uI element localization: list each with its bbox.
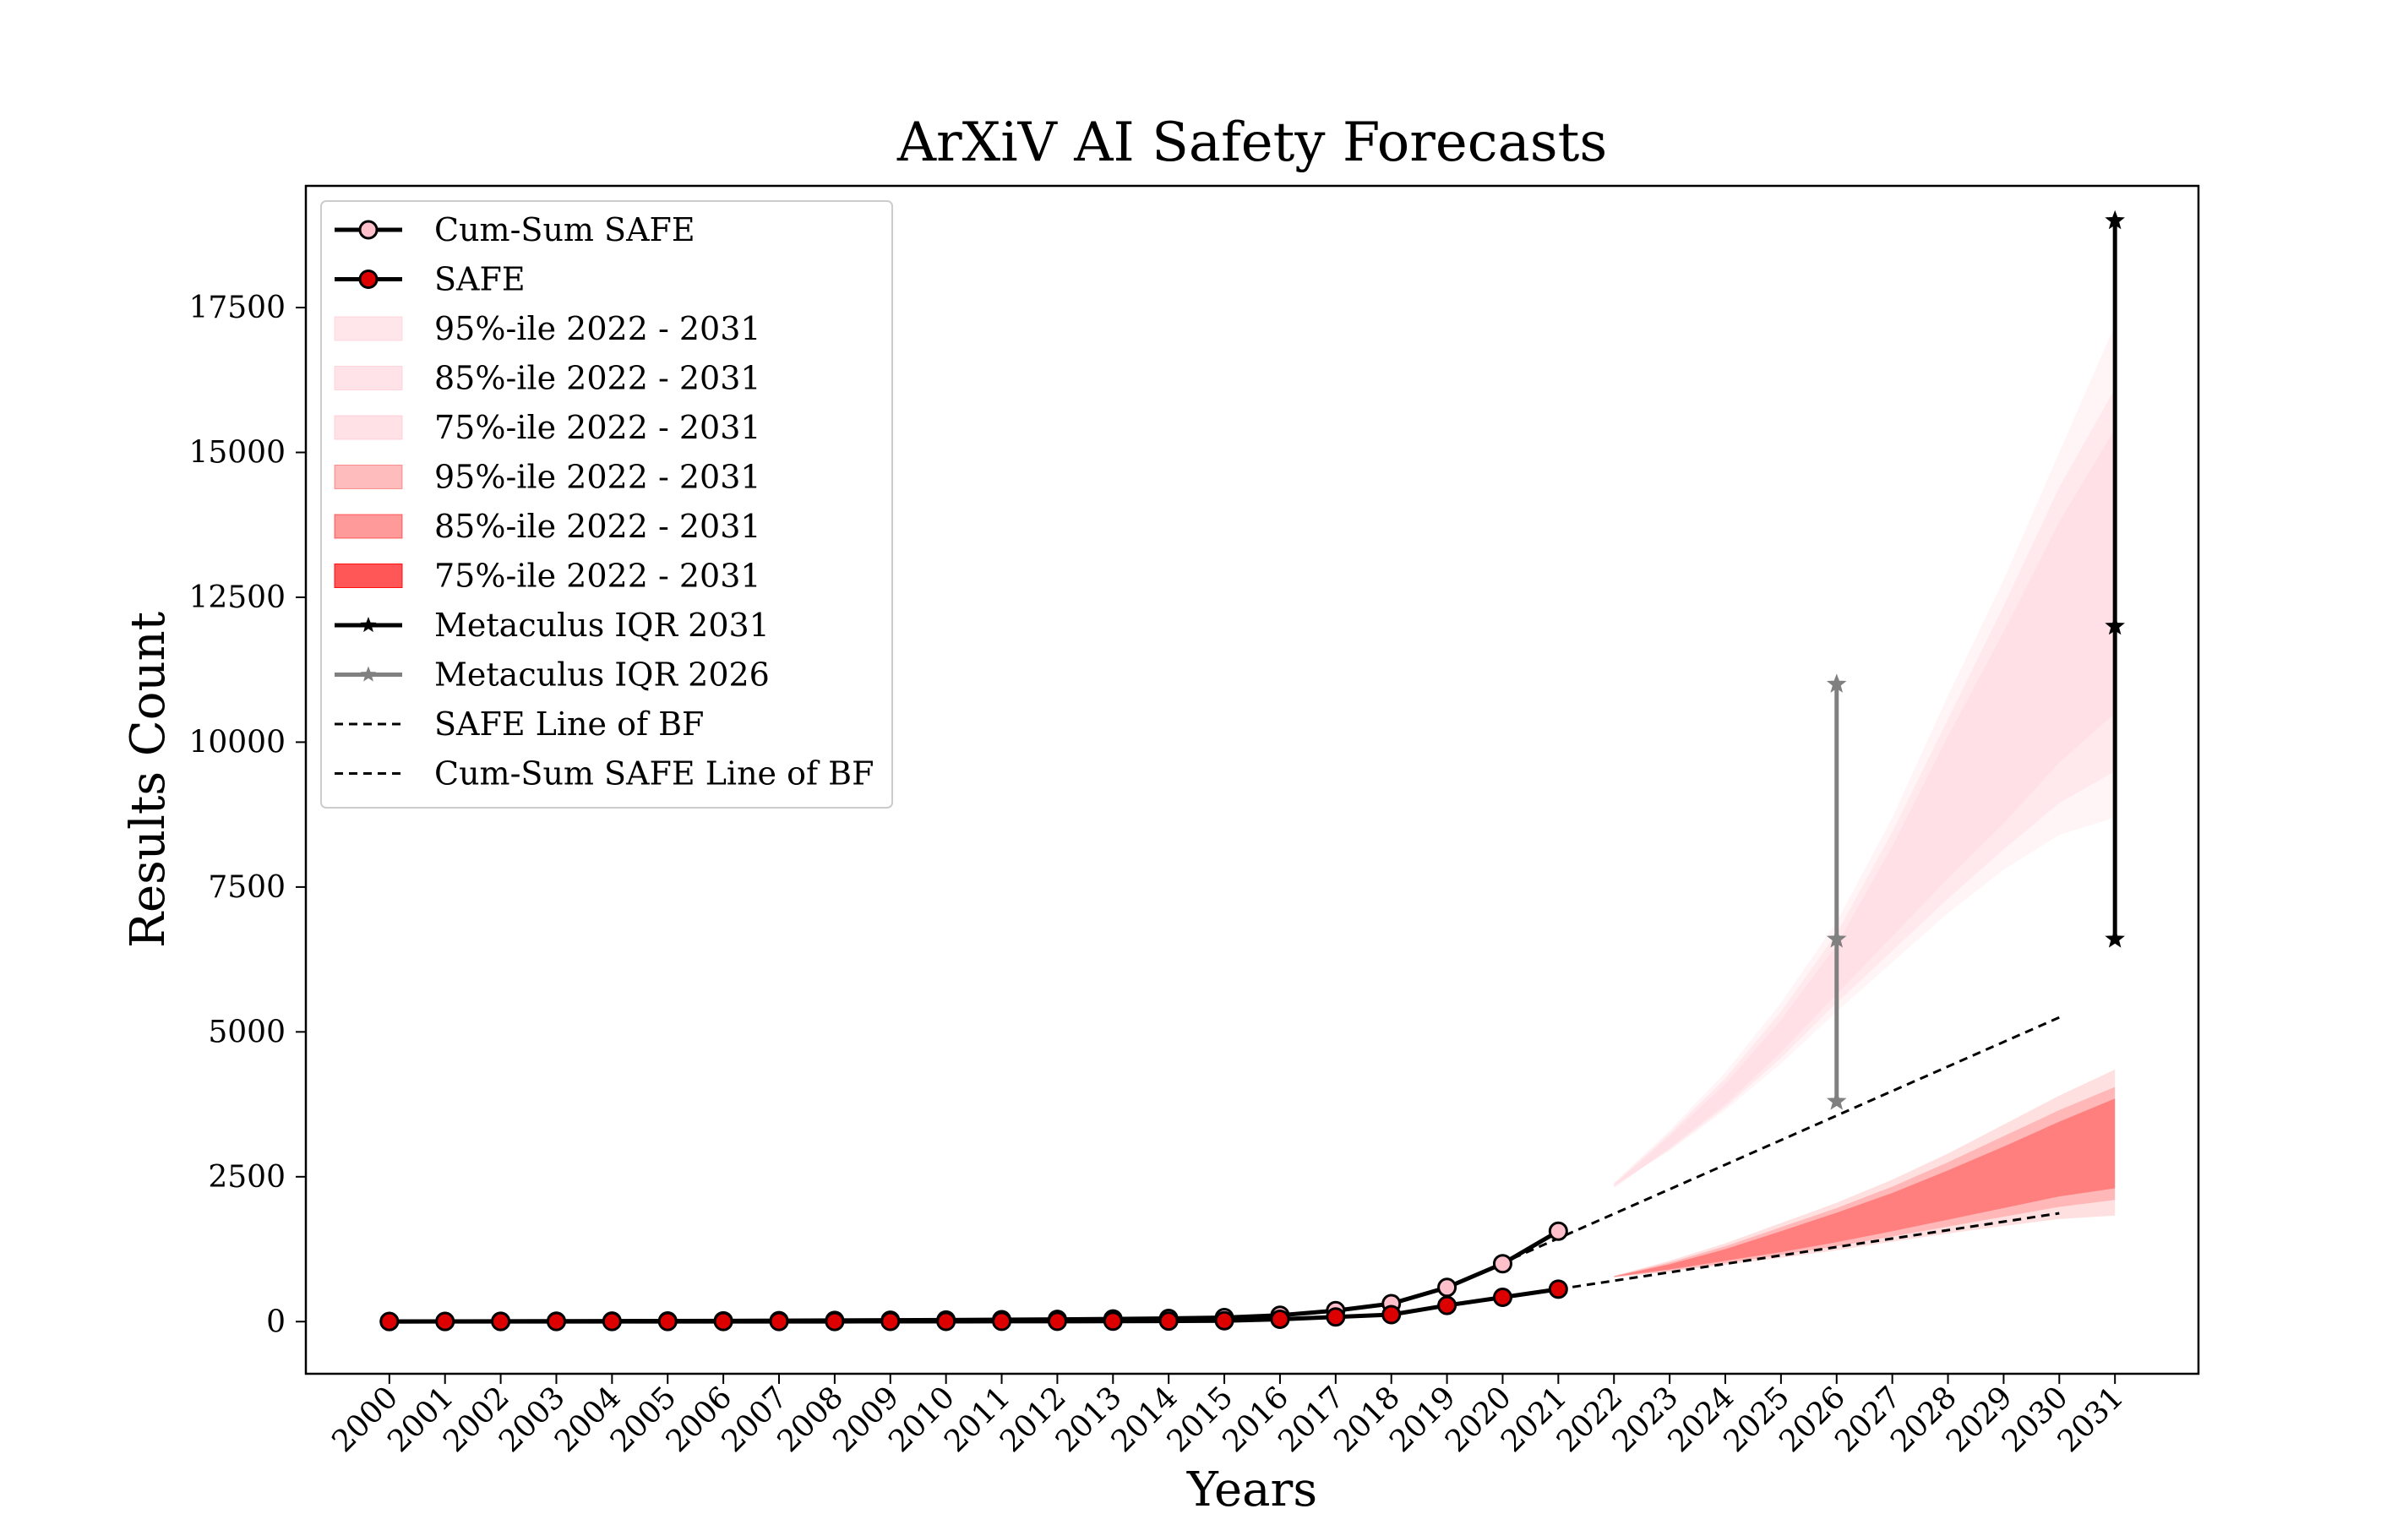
point-cum-sum-safe xyxy=(1437,1277,1457,1298)
legend-handle-band xyxy=(334,366,403,390)
legend-label-metaculus-iqr-2026: Metaculus IQR 2026 xyxy=(434,656,770,694)
point-safe xyxy=(546,1311,566,1332)
legend-handle-band xyxy=(334,415,403,440)
legend-label-85pct-ile-2022-2031: 85%-ile 2022 - 2031 xyxy=(434,360,761,397)
band-95pct-ile-2022-2031 xyxy=(1614,1069,2116,1278)
point-cum-sum-safe xyxy=(1492,1254,1512,1274)
point-safe xyxy=(880,1311,901,1332)
point-safe xyxy=(602,1311,622,1332)
legend-box xyxy=(320,200,893,809)
y-axis: 0 2500 5000 7500 10000 12500 15000 17500 xyxy=(188,291,306,1339)
legend-label-75pct-ile-2022-2031: 75%-ile 2022 - 2031 xyxy=(434,558,761,595)
x-axis-title: Years xyxy=(1186,1462,1317,1517)
point-safe xyxy=(379,1311,400,1332)
point-safe xyxy=(769,1311,789,1332)
y-axis-title: Results Count xyxy=(121,611,176,948)
legend-label-75pct-ile-2022-2031: 75%-ile 2022 - 2031 xyxy=(434,409,761,446)
line-safe xyxy=(389,1287,1559,1324)
point-cum-sum-safe xyxy=(1548,1221,1568,1241)
star-point-metaculus-iqr-2031 xyxy=(2105,615,2125,635)
y-tick-label: 10000 xyxy=(188,725,286,760)
star-point-metaculus-iqr-2031 xyxy=(2105,929,2125,948)
forecast-bands xyxy=(1614,324,2116,1278)
point-safe xyxy=(1437,1295,1457,1315)
line-cum-sum-safe-line-of-bf xyxy=(1446,1016,2060,1289)
point-safe xyxy=(1548,1279,1568,1299)
legend-handle-marker xyxy=(358,220,379,240)
star-point-metaculus-iqr-2026 xyxy=(1826,1091,1847,1110)
point-safe xyxy=(992,1311,1012,1332)
band-75pct-ile-2022-2031 xyxy=(1614,1098,2116,1277)
point-safe xyxy=(1158,1311,1179,1332)
legend: Cum-Sum SAFE SAFE 95%-ile 2022 - 2031 85%-i… xyxy=(320,200,893,809)
y-tick-label: 0 xyxy=(266,1304,286,1339)
chart-title: ArXiV AI Safety Forecasts xyxy=(896,112,1607,174)
legend-label-cum-sum-safe: Cum-Sum SAFE xyxy=(434,211,695,248)
legend-label-85pct-ile-2022-2031: 85%-ile 2022 - 2031 xyxy=(434,508,761,545)
y-tick-label: 12500 xyxy=(188,580,286,615)
point-safe xyxy=(435,1311,455,1332)
y-tick-label: 2500 xyxy=(208,1160,286,1195)
point-safe xyxy=(657,1311,678,1332)
y-tick-label: 5000 xyxy=(208,1015,286,1049)
legend-handle-star xyxy=(360,617,377,633)
y-tick-label: 17500 xyxy=(188,291,286,325)
point-safe xyxy=(1326,1307,1346,1327)
y-tick-label: 7500 xyxy=(208,870,286,905)
point-safe xyxy=(1103,1311,1123,1332)
legend-label-metaculus-iqr-2031: Metaculus IQR 2031 xyxy=(434,607,770,644)
legend-label-95pct-ile-2022-2031: 95%-ile 2022 - 2031 xyxy=(434,310,761,347)
y-tick-label: 15000 xyxy=(188,435,286,470)
legend-label-cum-sum-safe-line-of-bf: Cum-Sum SAFE Line of BF xyxy=(434,755,874,792)
legend-handle-band xyxy=(334,514,403,539)
point-safe xyxy=(1381,1304,1402,1325)
legend-handle-band xyxy=(334,465,403,489)
point-safe xyxy=(491,1311,511,1332)
point-safe xyxy=(1047,1311,1067,1332)
point-safe xyxy=(1214,1310,1234,1331)
legend-label-safe-line-of-bf: SAFE Line of BF xyxy=(434,705,704,743)
point-safe xyxy=(1492,1287,1512,1307)
legend-handle-band xyxy=(334,564,403,588)
band-85pct-ile-2022-2031 xyxy=(1614,389,2116,1187)
plot-area-frame xyxy=(304,184,2200,1375)
data-lines xyxy=(389,221,2117,1324)
band-95pct-ile-2022-2031 xyxy=(1614,324,2116,1186)
legend-handle-band xyxy=(334,316,403,341)
legend-label-safe: SAFE xyxy=(434,261,526,298)
band-75pct-ile-2022-2031 xyxy=(1614,429,2116,1189)
point-safe xyxy=(825,1311,845,1332)
legend-handle-star xyxy=(360,666,377,682)
point-safe xyxy=(713,1311,733,1332)
star-point-metaculus-iqr-2026 xyxy=(1826,929,1847,948)
data-markers xyxy=(379,210,2125,1332)
point-safe xyxy=(936,1311,956,1332)
legend-label-95pct-ile-2022-2031: 95%-ile 2022 - 2031 xyxy=(434,459,761,496)
star-point-metaculus-iqr-2031 xyxy=(2105,210,2125,230)
legend-handle-marker xyxy=(358,270,379,289)
band-85pct-ile-2022-2031 xyxy=(1614,1087,2116,1277)
point-safe xyxy=(1270,1310,1290,1330)
line-safe-line-of-bf xyxy=(1558,1212,2060,1291)
star-point-metaculus-iqr-2026 xyxy=(1826,673,1847,693)
